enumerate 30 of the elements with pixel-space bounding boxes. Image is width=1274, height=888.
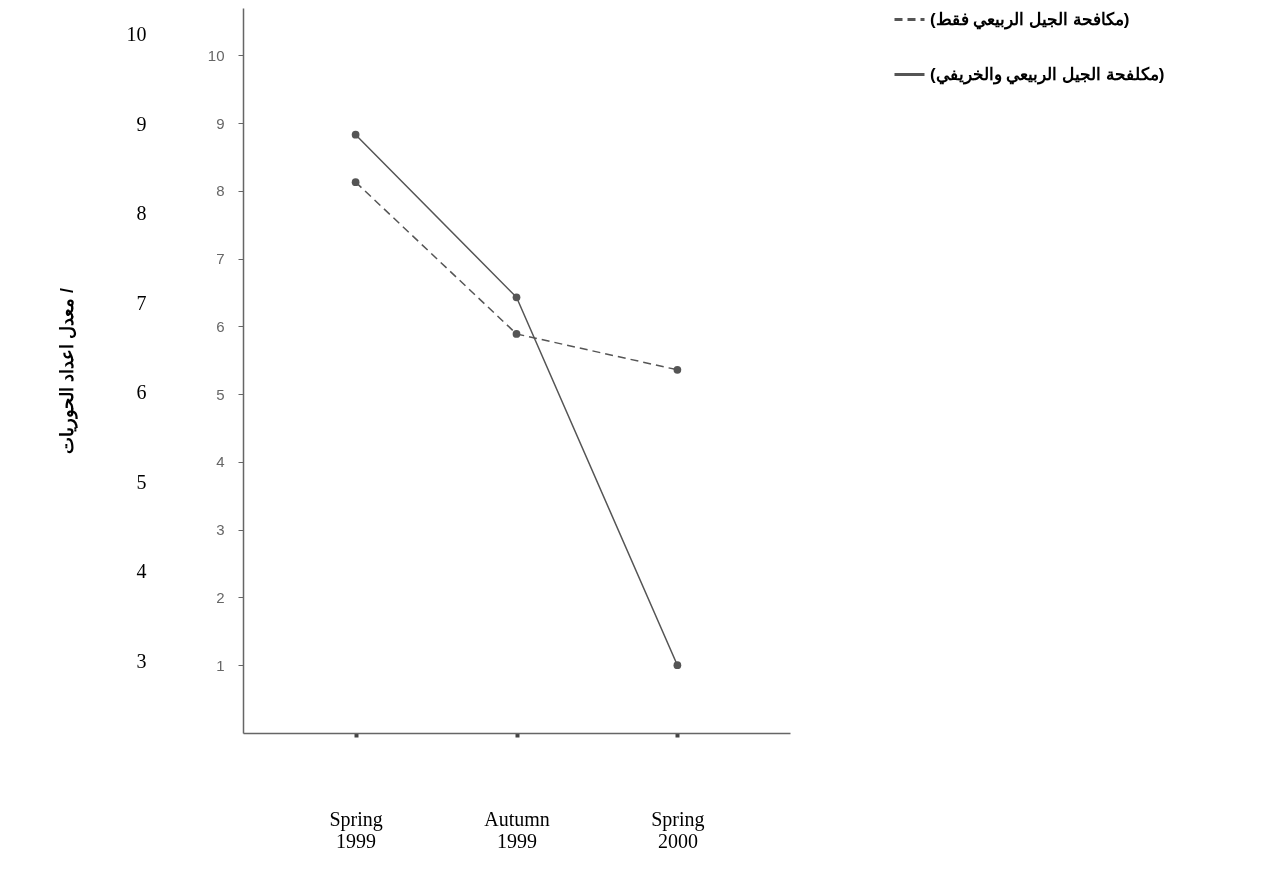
y-tick-label: 7 — [216, 250, 225, 268]
y-tick-label: 2 — [216, 588, 225, 606]
point — [512, 330, 521, 338]
y-tick-label: 6 — [216, 317, 225, 335]
legend-label: (مكلفحة الجيل الربيعي والخريفي) — [930, 64, 1165, 85]
x-tick-label: Spring 1999 — [329, 807, 383, 852]
y-tick-label: 5 — [216, 385, 225, 403]
y-tick-label: 3 — [216, 521, 225, 539]
point — [673, 365, 682, 374]
y2-tick-label: 8 — [136, 202, 147, 225]
y2-tick-label: 7 — [136, 291, 147, 314]
y-tick-label: 9 — [216, 114, 225, 132]
point — [673, 661, 682, 670]
point — [351, 130, 360, 139]
legend-label: (مكافحة الجيل الربيعي فقط) — [930, 9, 1130, 30]
y2-tick-label: 9 — [136, 112, 147, 135]
y2-axis-title: معدل اعداد الحوريات / — [56, 287, 78, 455]
y2-tick-label: 6 — [136, 381, 147, 404]
y-tick-label: 4 — [216, 453, 225, 471]
y2-tick-label: 5 — [136, 470, 147, 493]
y2-tick-label: 10 — [126, 23, 147, 46]
y-tick-label: 10 — [207, 46, 225, 64]
y-tick-label: 8 — [216, 182, 225, 200]
y2-tick-label: 3 — [136, 649, 147, 672]
y-tick-label: 1 — [216, 656, 225, 674]
x-tick-label: Spring 2000 — [651, 807, 705, 852]
point — [351, 178, 360, 186]
x-tick-label: Autumn 1999 — [484, 807, 550, 852]
y2-tick-label: 4 — [136, 560, 147, 583]
point — [512, 293, 521, 302]
